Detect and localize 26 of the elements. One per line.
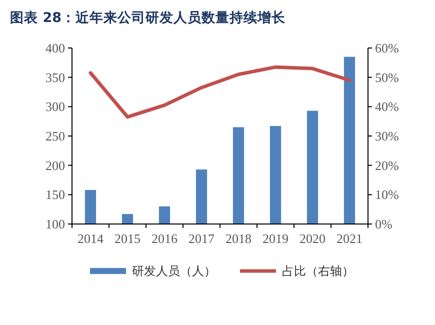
y2-tick-label: 50% [375, 70, 399, 85]
y2-tick-label: 60% [375, 40, 399, 56]
y2-tick-label: 40% [375, 99, 399, 114]
x-tick-label: 2017 [188, 231, 215, 246]
y2-tick-label: 30% [375, 128, 399, 144]
y-tick-label: 250 [46, 128, 65, 144]
y-tick-label: 100 [46, 216, 65, 232]
line-series [88, 65, 352, 119]
x-tick-label: 2018 [226, 231, 252, 246]
y-tick-label: 200 [46, 158, 65, 173]
x-tick-label: 2016 [152, 231, 178, 246]
y2-tick-label: 0% [375, 216, 392, 232]
chart-title: 图表 28：近年来公司研发人员数量持续增长 [10, 10, 286, 26]
x-tick-label: 2020 [300, 231, 326, 246]
legend-label: 研发人员（人） [132, 264, 216, 278]
x-tick-label: 2014 [78, 231, 104, 246]
y2-tick-label: 10% [375, 187, 399, 202]
x-tick-label: 2015 [114, 231, 140, 246]
x-tick-label: 2021 [336, 231, 362, 246]
y-tick-label: 300 [46, 99, 65, 114]
y2-tick-label: 20% [375, 158, 399, 173]
y-tick-label: 150 [46, 187, 65, 202]
y-tick-label: 350 [46, 70, 65, 85]
x-tick-label: 2019 [262, 231, 288, 246]
legend-label: 占比（右轴） [282, 264, 354, 278]
y-tick-label: 400 [46, 40, 65, 56]
